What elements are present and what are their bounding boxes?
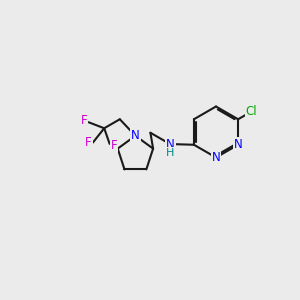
Text: N: N bbox=[166, 138, 175, 151]
Text: F: F bbox=[81, 114, 87, 127]
Text: F: F bbox=[85, 136, 92, 149]
Text: H: H bbox=[166, 148, 175, 158]
Text: N: N bbox=[212, 151, 220, 164]
Text: Cl: Cl bbox=[246, 105, 257, 118]
Text: N: N bbox=[234, 138, 242, 151]
Text: N: N bbox=[131, 129, 140, 142]
Text: F: F bbox=[111, 139, 117, 152]
